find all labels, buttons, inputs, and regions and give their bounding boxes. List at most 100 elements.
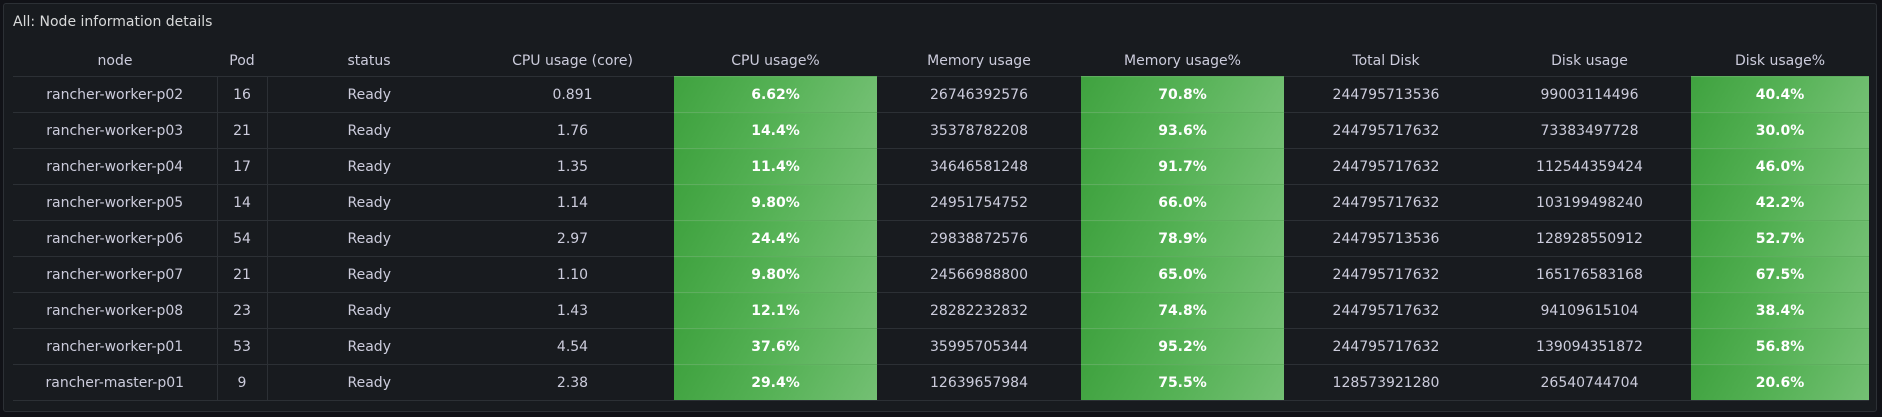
table-header-row: node Pod status CPU usage (core) CPU usa… [13, 45, 1869, 77]
disk-usage-percent-cell: 52.7% [1691, 220, 1869, 257]
node-cell: rancher-worker-p01 [13, 328, 218, 365]
cpu-usage-core-cell: 1.76 [471, 112, 674, 149]
status-cell: Ready [267, 328, 471, 365]
cpu-usage-percent-cell: 12.1% [674, 292, 877, 329]
table-row[interactable]: rancher-master-p01 9 Ready 2.38 29.4% 1263965… [13, 364, 1869, 401]
pod-cell: 9 [217, 364, 268, 401]
column-header-cpu-usage-core[interactable]: CPU usage (core) [512, 52, 633, 69]
disk-usage-cell: 139094351872 [1488, 328, 1691, 365]
node-details-table: node Pod status CPU usage (core) CPU usa… [13, 45, 1869, 401]
table-row[interactable]: rancher-worker-p07 21 Ready 1.10 9.80% 245669… [13, 256, 1869, 293]
cpu-usage-percent-cell: 14.4% [674, 112, 877, 149]
memory-usage-cell: 24951754752 [877, 184, 1081, 221]
memory-usage-cell: 26746392576 [877, 76, 1081, 113]
status-cell: Ready [267, 148, 471, 185]
cpu-usage-core-cell: 0.891 [471, 76, 674, 113]
node-cell: rancher-worker-p05 [13, 184, 218, 221]
table-row[interactable]: rancher-worker-p01 53 Ready 4.54 37.6% 359957… [13, 328, 1869, 365]
cpu-usage-percent-cell: 24.4% [674, 220, 877, 257]
cpu-usage-percent-cell: 11.4% [674, 148, 877, 185]
cpu-usage-percent-cell: 37.6% [674, 328, 877, 365]
memory-usage-percent-cell: 78.9% [1081, 220, 1284, 257]
pod-cell: 54 [217, 220, 268, 257]
node-cell: rancher-worker-p06 [13, 220, 218, 257]
table-row[interactable]: rancher-worker-p02 16 Ready 0.891 6.62% 26746… [13, 76, 1869, 113]
table-row[interactable]: rancher-worker-p03 21 Ready 1.76 14.4% 353787… [13, 112, 1869, 149]
column-header-memory-usage-percent[interactable]: Memory usage% [1124, 52, 1241, 69]
pod-cell: 17 [217, 148, 268, 185]
node-cell: rancher-worker-p03 [13, 112, 218, 149]
status-cell: Ready [267, 112, 471, 149]
cpu-usage-percent-cell: 6.62% [674, 76, 877, 113]
cpu-usage-percent-cell: 9.80% [674, 256, 877, 293]
disk-usage-cell: 128928550912 [1488, 220, 1691, 257]
total-disk-cell: 128573921280 [1284, 364, 1488, 401]
memory-usage-percent-cell: 70.8% [1081, 76, 1284, 113]
memory-usage-cell: 34646581248 [877, 148, 1081, 185]
disk-usage-cell: 165176583168 [1488, 256, 1691, 293]
table-row[interactable]: rancher-worker-p06 54 Ready 2.97 24.4% 298388… [13, 220, 1869, 257]
memory-usage-percent-cell: 65.0% [1081, 256, 1284, 293]
total-disk-cell: 244795717632 [1284, 112, 1488, 149]
total-disk-cell: 244795713536 [1284, 220, 1488, 257]
memory-usage-cell: 12639657984 [877, 364, 1081, 401]
memory-usage-percent-cell: 95.2% [1081, 328, 1284, 365]
cpu-usage-core-cell: 2.38 [471, 364, 674, 401]
status-cell: Ready [267, 76, 471, 113]
column-header-pod[interactable]: Pod [229, 52, 255, 69]
status-cell: Ready [267, 292, 471, 329]
status-cell: Ready [267, 256, 471, 293]
cpu-usage-core-cell: 1.14 [471, 184, 674, 221]
disk-usage-percent-cell: 46.0% [1691, 148, 1869, 185]
total-disk-cell: 244795717632 [1284, 256, 1488, 293]
panel-title[interactable]: All: Node information details [13, 14, 213, 30]
disk-usage-percent-cell: 56.8% [1691, 328, 1869, 365]
cpu-usage-core-cell: 1.10 [471, 256, 674, 293]
memory-usage-cell: 29838872576 [877, 220, 1081, 257]
cpu-usage-percent-cell: 29.4% [674, 364, 877, 401]
cpu-usage-core-cell: 2.97 [471, 220, 674, 257]
table-row[interactable]: rancher-worker-p08 23 Ready 1.43 12.1% 282822… [13, 292, 1869, 329]
column-header-status[interactable]: status [347, 52, 391, 69]
disk-usage-percent-cell: 38.4% [1691, 292, 1869, 329]
disk-usage-percent-cell: 30.0% [1691, 112, 1869, 149]
disk-usage-percent-cell: 67.5% [1691, 256, 1869, 293]
memory-usage-cell: 35378782208 [877, 112, 1081, 149]
memory-usage-cell: 24566988800 [877, 256, 1081, 293]
memory-usage-percent-cell: 66.0% [1081, 184, 1284, 221]
disk-usage-cell: 112544359424 [1488, 148, 1691, 185]
column-header-cpu-usage-percent[interactable]: CPU usage% [731, 52, 820, 69]
node-cell: rancher-worker-p07 [13, 256, 218, 293]
cpu-usage-core-cell: 1.43 [471, 292, 674, 329]
table-row[interactable]: rancher-worker-p05 14 Ready 1.14 9.80% 249517… [13, 184, 1869, 221]
cpu-usage-core-cell: 1.35 [471, 148, 674, 185]
pod-cell: 53 [217, 328, 268, 365]
table-row[interactable]: rancher-worker-p04 17 Ready 1.35 11.4% 346465… [13, 148, 1869, 185]
disk-usage-cell: 103199498240 [1488, 184, 1691, 221]
pod-cell: 14 [217, 184, 268, 221]
pod-cell: 21 [217, 256, 268, 293]
node-cell: rancher-worker-p08 [13, 292, 218, 329]
status-cell: Ready [267, 364, 471, 401]
disk-usage-percent-cell: 42.2% [1691, 184, 1869, 221]
column-header-memory-usage[interactable]: Memory usage [927, 52, 1031, 69]
column-header-total-disk[interactable]: Total Disk [1352, 52, 1420, 69]
column-header-node[interactable]: node [97, 52, 133, 69]
node-cell: rancher-master-p01 [13, 364, 218, 401]
disk-usage-cell: 26540744704 [1488, 364, 1691, 401]
pod-cell: 23 [217, 292, 268, 329]
total-disk-cell: 244795717632 [1284, 292, 1488, 329]
disk-usage-percent-cell: 20.6% [1691, 364, 1869, 401]
column-header-disk-usage-percent[interactable]: Disk usage% [1734, 52, 1826, 69]
total-disk-cell: 244795713536 [1284, 76, 1488, 113]
disk-usage-cell: 94109615104 [1488, 292, 1691, 329]
disk-usage-cell: 99003114496 [1488, 76, 1691, 113]
node-cell: rancher-worker-p04 [13, 148, 218, 185]
memory-usage-cell: 35995705344 [877, 328, 1081, 365]
pod-cell: 16 [217, 76, 268, 113]
column-header-disk-usage[interactable]: Disk usage [1551, 52, 1628, 69]
disk-usage-cell: 73383497728 [1488, 112, 1691, 149]
node-cell: rancher-worker-p02 [13, 76, 218, 113]
memory-usage-percent-cell: 93.6% [1081, 112, 1284, 149]
pod-cell: 21 [217, 112, 268, 149]
